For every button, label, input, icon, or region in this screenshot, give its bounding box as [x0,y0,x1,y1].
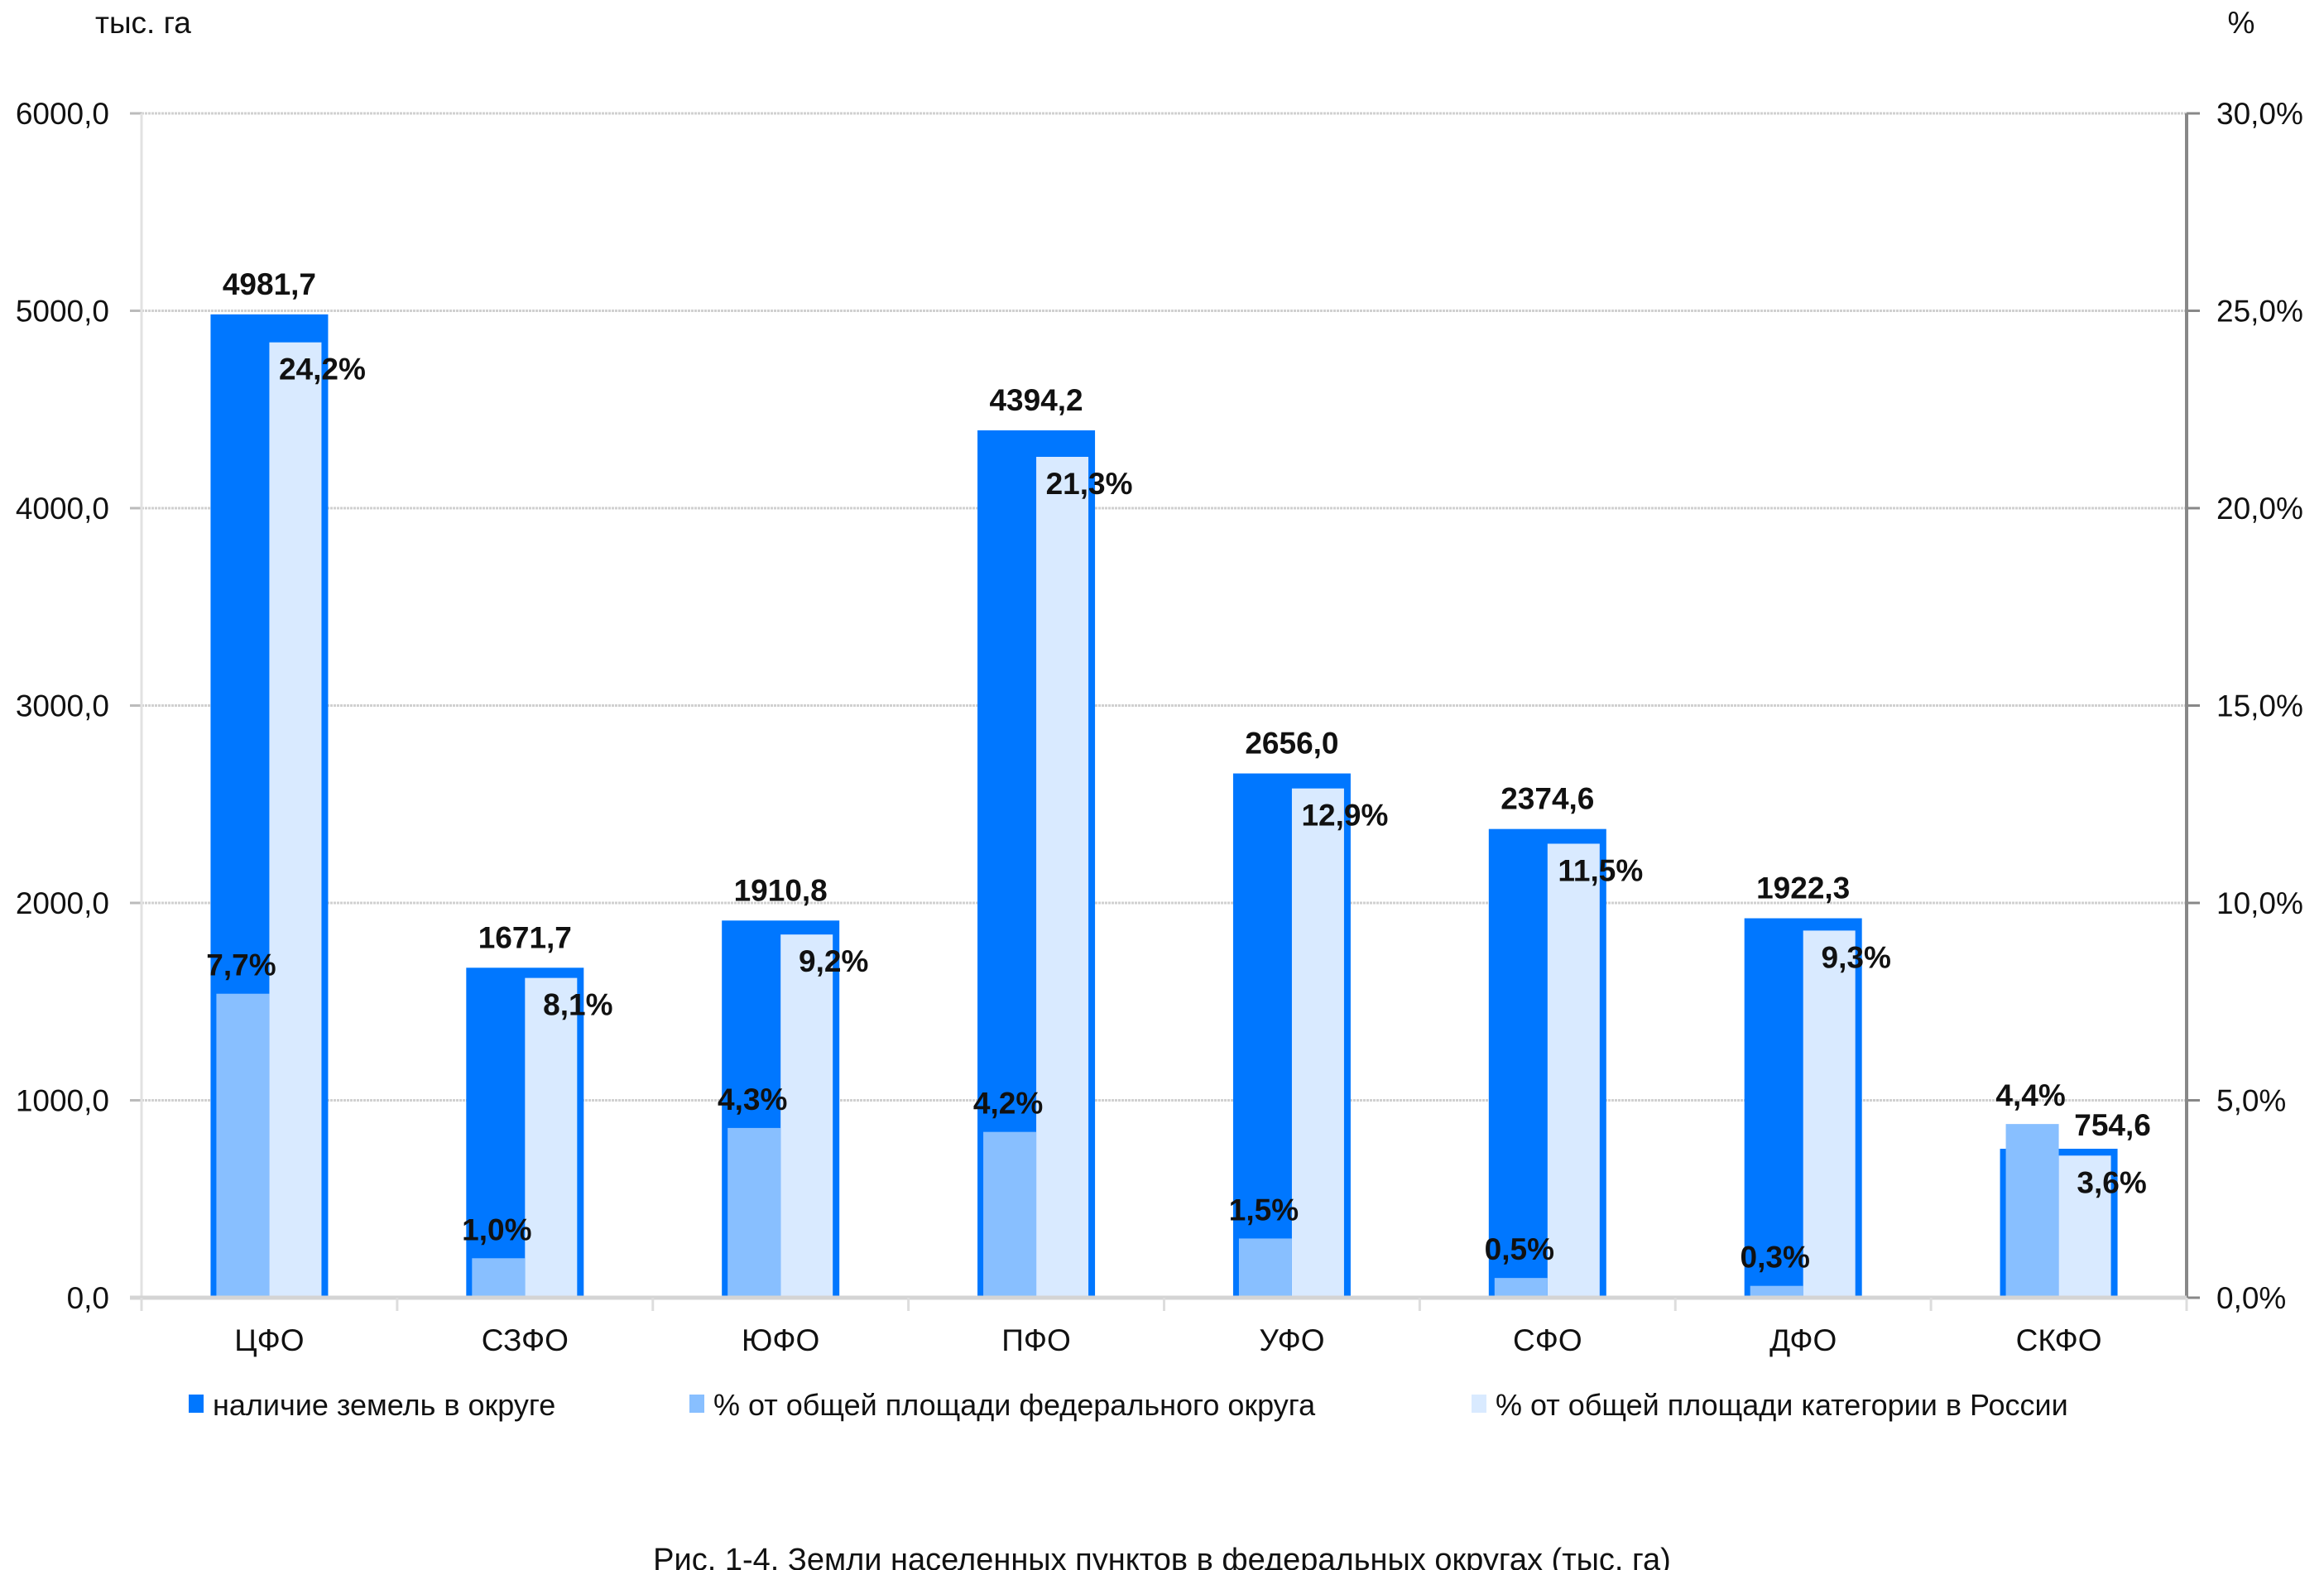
data-label-land-area: 2374,6 [1501,782,1594,816]
data-label-land-area: 1910,8 [734,873,828,907]
y-tick-label: 1000,0 [16,1084,109,1118]
x-tick-label: ЮФО [742,1323,819,1357]
data-label-share-district: 4,4% [1995,1078,2065,1112]
x-tick-label: ЦФО [234,1323,304,1357]
bar-share-district [472,1258,526,1298]
y2-tick-label: 25,0% [2216,295,2303,329]
x-tick-label: СФО [1513,1323,1582,1357]
x-tick-label: СКФО [2016,1323,2102,1357]
y2-tick-label: 10,0% [2216,886,2303,920]
data-label-land-area: 1671,7 [478,920,572,954]
x-tick-label: ДФО [1769,1323,1837,1357]
y2-tick-label: 20,0% [2216,492,2303,526]
x-tick-label: СЗФО [482,1323,569,1357]
bar-share-russia [780,934,833,1298]
legend-swatch [689,1395,704,1413]
bar-share-district [216,993,270,1298]
chart-caption: Рис. 1-4. Земли населенных пунктов в фед… [653,1543,1671,1570]
bar-share-russia [1803,930,1856,1298]
bar-share-district [1238,1238,1292,1298]
x-tick-label: УФО [1259,1323,1324,1357]
data-label-share-russia: 3,6% [2077,1165,2146,1199]
bar-share-district [727,1127,781,1298]
data-label-share-russia: 24,2% [279,353,366,386]
data-label-share-district: 4,3% [718,1083,787,1116]
data-label-share-district: 1,0% [462,1212,531,1246]
bar-share-district [1750,1285,1803,1298]
data-label-land-area: 1922,3 [1756,871,1850,905]
y-axis-unit-label: тыс. га [95,6,191,40]
data-label-land-area: 754,6 [2074,1108,2151,1142]
y-tick-label: 4000,0 [16,492,109,526]
data-label-share-russia: 12,9% [1301,799,1388,833]
y2-tick-label: 0,0% [2216,1281,2286,1315]
bar-share-district [2005,1124,2059,1298]
y2-axis-unit-label: % [2228,6,2255,40]
data-label-share-district: 0,3% [1741,1241,1810,1275]
data-label-share-russia: 9,2% [799,944,868,978]
x-tick-label: ПФО [1001,1323,1071,1357]
legend-label: наличие земель в округе [213,1388,555,1422]
bar-share-district [1494,1278,1548,1298]
y2-tick-label: 15,0% [2216,689,2303,723]
legend-swatch [1472,1395,1486,1413]
y-tick-label: 0,0 [67,1281,109,1315]
data-label-land-area: 4981,7 [223,267,316,301]
y2-tick-label: 5,0% [2216,1084,2286,1118]
legend-label: % от общей площади категории в России [1496,1388,2068,1422]
data-label-share-district: 1,5% [1229,1193,1299,1227]
y-tick-label: 6000,0 [16,97,109,131]
data-label-land-area: 2656,0 [1245,727,1338,761]
bar-share-russia [2058,1155,2111,1298]
data-label-share-district: 7,7% [206,948,276,982]
bar-share-russia [1036,456,1089,1298]
bar-share-russia [1291,788,1344,1298]
y-tick-label: 5000,0 [16,295,109,329]
legend: наличие земель в округе % от общей площад… [189,1388,2068,1422]
data-label-land-area: 4394,2 [989,383,1083,417]
data-label-share-district: 0,5% [1485,1232,1554,1266]
bar-share-russia [1547,843,1600,1298]
data-label-share-russia: 9,3% [1822,940,1891,974]
legend-label: % от общей площади федерального округа [713,1388,1316,1422]
data-label-share-russia: 8,1% [543,988,612,1022]
data-label-share-russia: 11,5% [1558,853,1643,887]
data-label-share-district: 4,2% [973,1087,1043,1121]
bar-share-russia [269,342,322,1298]
bar-share-russia [525,977,578,1298]
y2-tick-label: 30,0% [2216,97,2303,131]
y-tick-label: 3000,0 [16,689,109,723]
bar-share-district [983,1131,1037,1298]
data-label-share-russia: 21,3% [1046,467,1133,501]
y-tick-label: 2000,0 [16,886,109,920]
legend-swatch [189,1395,204,1413]
